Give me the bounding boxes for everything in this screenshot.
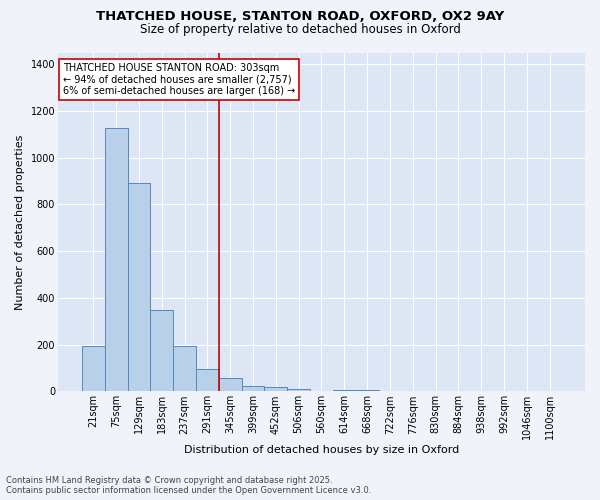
- Bar: [219, 378, 242, 392]
- X-axis label: Distribution of detached houses by size in Oxford: Distribution of detached houses by size …: [184, 445, 459, 455]
- Bar: [196, 369, 219, 392]
- Bar: [242, 386, 265, 392]
- Y-axis label: Number of detached properties: Number of detached properties: [15, 134, 25, 310]
- Bar: [173, 346, 196, 392]
- Bar: [82, 346, 105, 392]
- Bar: [287, 389, 310, 392]
- Bar: [333, 390, 356, 392]
- Text: THATCHED HOUSE STANTON ROAD: 303sqm
← 94% of detached houses are smaller (2,757): THATCHED HOUSE STANTON ROAD: 303sqm ← 94…: [63, 62, 295, 96]
- Bar: [356, 390, 379, 392]
- Bar: [265, 386, 287, 392]
- Text: THATCHED HOUSE, STANTON ROAD, OXFORD, OX2 9AY: THATCHED HOUSE, STANTON ROAD, OXFORD, OX…: [96, 10, 504, 23]
- Text: Contains HM Land Registry data © Crown copyright and database right 2025.
Contai: Contains HM Land Registry data © Crown c…: [6, 476, 371, 495]
- Text: Size of property relative to detached houses in Oxford: Size of property relative to detached ho…: [140, 22, 460, 36]
- Bar: [105, 128, 128, 392]
- Bar: [128, 182, 151, 392]
- Bar: [151, 310, 173, 392]
